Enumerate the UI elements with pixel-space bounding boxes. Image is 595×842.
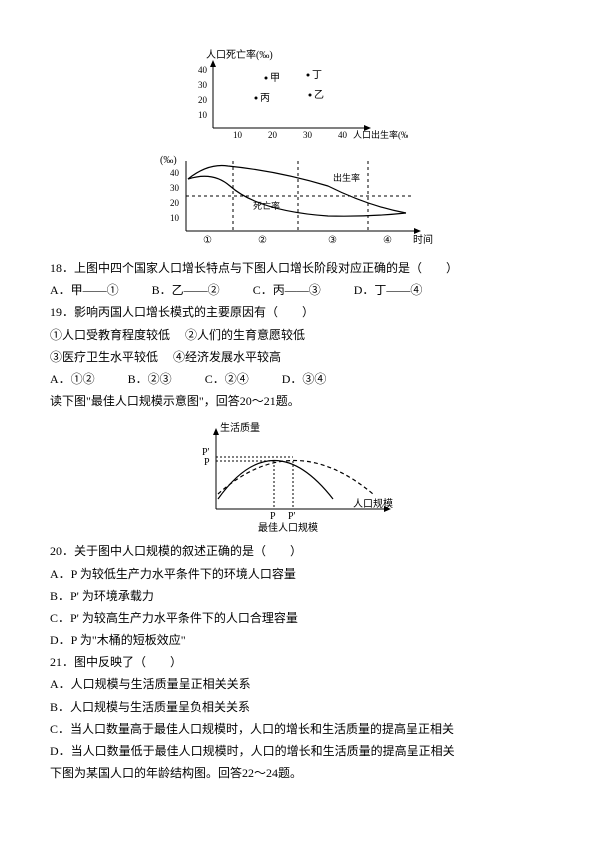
svg-text:30: 30 [170, 183, 180, 193]
chart2-svg: (‰) 10 20 30 40 出生率 死亡率 ① ② ③ ④ 时间 [158, 151, 438, 251]
intro-22-24: 下图为某国人口的年龄结构图。回答22～24题。 [50, 764, 545, 783]
svg-text:③: ③ [328, 235, 337, 246]
svg-text:丁: 丁 [312, 70, 322, 81]
svg-text:生活质量: 生活质量 [220, 421, 260, 434]
q20-opt-b: B．P' 为环境承载力 [50, 587, 545, 606]
svg-text:人口规模: 人口规模 [353, 497, 393, 510]
q19-items-2: ③医疗卫生水平较低 ④经济发展水平较高 [50, 348, 545, 367]
death-birth-scatter: 人口死亡率(‰) 10 20 30 40 10 20 30 40 人口出生率(‰… [50, 48, 545, 143]
q21-opt-a: A．人口规模与生活质量呈正相关关系 [50, 675, 545, 694]
q18-options: A．甲——① B．乙——② C．丙——③ D．丁——④ [50, 281, 545, 300]
intro-20-21: 读下图"最佳人口规模示意图"，回答20～21题。 [50, 392, 545, 411]
svg-text:P': P' [288, 511, 296, 522]
q21-opt-d: D．当人口数量低于最佳人口规模时，人口的增长和生活质量的提高呈正相关 [50, 742, 545, 761]
svg-text:P: P [270, 511, 276, 522]
svg-text:最佳人口规模: 最佳人口规模 [258, 521, 318, 534]
svg-text:丙: 丙 [260, 93, 270, 104]
svg-text:40: 40 [170, 168, 180, 178]
svg-text:P': P' [202, 447, 210, 458]
q19-stem: 19．影响丙国人口增长模式的主要原因有（ ） [50, 303, 545, 322]
svg-text:10: 10 [170, 213, 180, 223]
q21-opt-c: C．当人口数量高于最佳人口规模时，人口的增长和生活质量的提高呈正相关 [50, 720, 545, 739]
q21-opt-b: B．人口规模与生活质量呈负相关关系 [50, 698, 545, 717]
q20-stem: 20．关于图中人口规模的叙述正确的是（ ） [50, 542, 545, 561]
svg-text:死亡率: 死亡率 [253, 200, 280, 211]
chart1-ylabel: 人口死亡率(‰) [206, 48, 273, 61]
svg-text:②: ② [258, 235, 267, 246]
svg-text:时间: 时间 [413, 233, 433, 246]
svg-text:10: 10 [198, 110, 208, 120]
svg-text:30: 30 [198, 80, 208, 90]
svg-text:P: P [204, 457, 210, 468]
svg-text:乙: 乙 [314, 89, 324, 101]
svg-text:10: 10 [233, 130, 243, 140]
svg-text:④: ④ [383, 235, 392, 246]
chart3-svg: 生活质量 P P' P P' 人口规模 最佳人口规模 [188, 419, 408, 534]
q18-stem: 18．上图中四个国家人口增长特点与下图人口增长阶段对应正确的是（ ） [50, 259, 545, 278]
q19-items-1: ①人口受教育程度较低 ②人们的生育意愿较低 [50, 326, 545, 345]
svg-text:20: 20 [198, 95, 208, 105]
svg-text:(‰): (‰) [160, 155, 177, 166]
q20-opt-d: D．P 为"木桶的短板效应" [50, 631, 545, 650]
q20-opt-a: A．P 为较低生产力水平条件下的环境人口容量 [50, 565, 545, 584]
chart1-xlabel: 人口出生率(‰) [353, 129, 408, 140]
chart1-svg: 人口死亡率(‰) 10 20 30 40 10 20 30 40 人口出生率(‰… [188, 48, 408, 143]
svg-text:①: ① [203, 235, 212, 246]
svg-text:40: 40 [198, 65, 208, 75]
svg-text:40: 40 [338, 130, 348, 140]
svg-text:20: 20 [268, 130, 278, 140]
optimal-pop-chart: 生活质量 P P' P P' 人口规模 最佳人口规模 [50, 419, 545, 534]
svg-text:30: 30 [303, 130, 313, 140]
svg-text:甲: 甲 [270, 73, 280, 84]
q20-opt-c: C．P' 为较高生产力水平条件下的人口合理容量 [50, 609, 545, 628]
q19-options: A．①② B．②③ C．②④ D．③④ [50, 370, 545, 389]
svg-text:出生率: 出生率 [333, 172, 360, 183]
growth-stages-chart: (‰) 10 20 30 40 出生率 死亡率 ① ② ③ ④ 时间 [50, 151, 545, 251]
q21-stem: 21．图中反映了（ ） [50, 653, 545, 672]
svg-text:20: 20 [170, 198, 180, 208]
